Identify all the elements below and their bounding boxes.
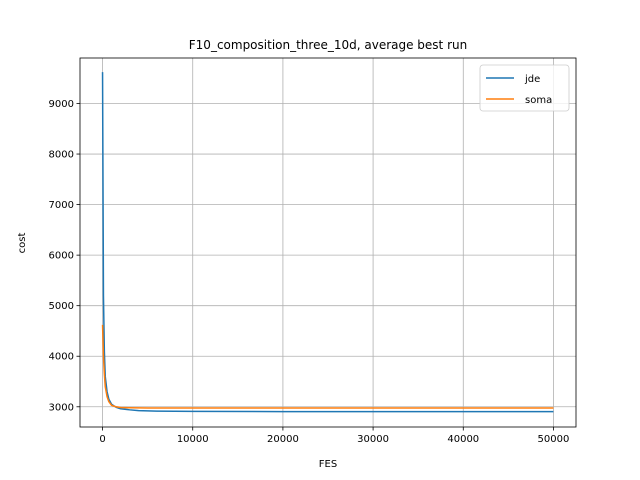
y-tick-label: 5000 [49,301,74,312]
x-tick-label: 40000 [447,434,479,445]
series-lines [101,72,554,413]
y-tick-label: 6000 [49,251,74,262]
legend-label-jde: jde [524,74,540,85]
plot-frame [79,57,577,428]
chart-title: F10_composition_three_10d, average best … [189,38,467,52]
axis-ticks: 0 10000 20000 30000 40000 50000 3000 4000 5000 60… [49,99,570,445]
y-tick-label: 8000 [49,150,74,161]
x-tick-label: 0 [99,434,105,445]
y-tick-label: 4000 [49,352,74,363]
x-tick-label: 30000 [357,434,389,445]
x-tick-label: 20000 [267,434,299,445]
x-tick-label: 50000 [538,434,570,445]
series-line-jde [101,72,554,413]
x-tick-label: 10000 [177,434,209,445]
x-axis-label: FES [319,459,337,470]
series-line-soma [101,324,554,409]
y-tick-label: 9000 [49,99,74,110]
y-tick-label: 3000 [49,402,74,413]
y-axis-label: cost [17,233,28,254]
legend: jde soma [479,64,570,112]
legend-label-soma: soma [525,95,552,106]
grid [80,58,576,427]
y-tick-label: 7000 [49,200,74,211]
